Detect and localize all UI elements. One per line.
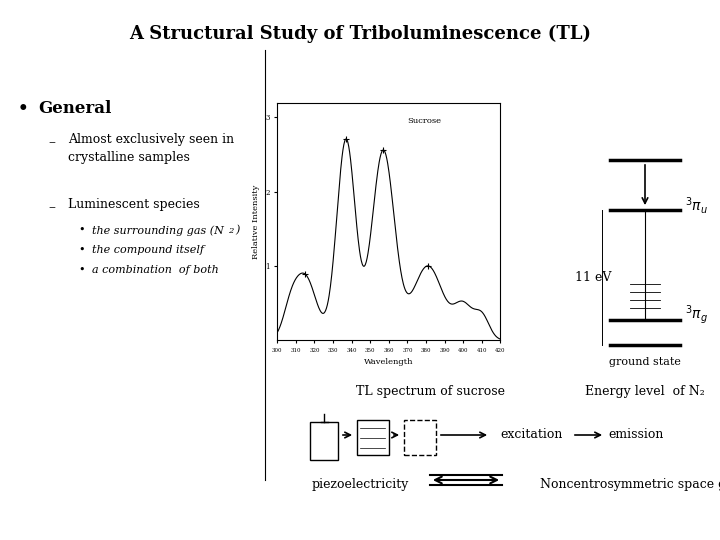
Text: –: – <box>48 200 55 214</box>
Text: Luminescent species: Luminescent species <box>68 198 199 211</box>
Text: Noncentrosymmetric space group: Noncentrosymmetric space group <box>540 478 720 491</box>
FancyBboxPatch shape <box>310 422 338 460</box>
Text: $^3\pi_g$: $^3\pi_g$ <box>685 303 708 327</box>
FancyBboxPatch shape <box>357 420 389 455</box>
Text: Almost exclusively seen in
crystalline samples: Almost exclusively seen in crystalline s… <box>68 133 234 164</box>
Text: $^3\pi_u$: $^3\pi_u$ <box>685 194 708 215</box>
Text: Sucrose: Sucrose <box>408 117 441 125</box>
Text: 2: 2 <box>228 227 233 235</box>
Text: the compound itself: the compound itself <box>92 245 204 255</box>
Text: emission: emission <box>608 429 663 442</box>
Text: •: • <box>78 225 85 235</box>
Text: a combination  of both: a combination of both <box>92 265 219 275</box>
Text: the surrounding gas (N: the surrounding gas (N <box>92 225 224 235</box>
Text: Energy level  of N₂: Energy level of N₂ <box>585 385 705 398</box>
Text: A Structural Study of Triboluminescence (TL): A Structural Study of Triboluminescence … <box>129 25 591 43</box>
Text: piezoelectricity: piezoelectricity <box>311 478 409 491</box>
X-axis label: Wavelength: Wavelength <box>364 359 413 367</box>
Text: excitation: excitation <box>500 429 562 442</box>
Text: •: • <box>18 100 29 117</box>
Text: ): ) <box>235 225 239 235</box>
Text: 11 eV: 11 eV <box>575 271 611 284</box>
Y-axis label: Relative Intensity: Relative Intensity <box>251 184 259 259</box>
Text: –: – <box>48 135 55 149</box>
Text: •: • <box>78 265 85 275</box>
Text: General: General <box>38 100 112 117</box>
Text: •: • <box>78 245 85 255</box>
Text: TL spectrum of sucrose: TL spectrum of sucrose <box>356 385 505 398</box>
FancyBboxPatch shape <box>404 420 436 455</box>
Text: ground state: ground state <box>609 357 681 367</box>
